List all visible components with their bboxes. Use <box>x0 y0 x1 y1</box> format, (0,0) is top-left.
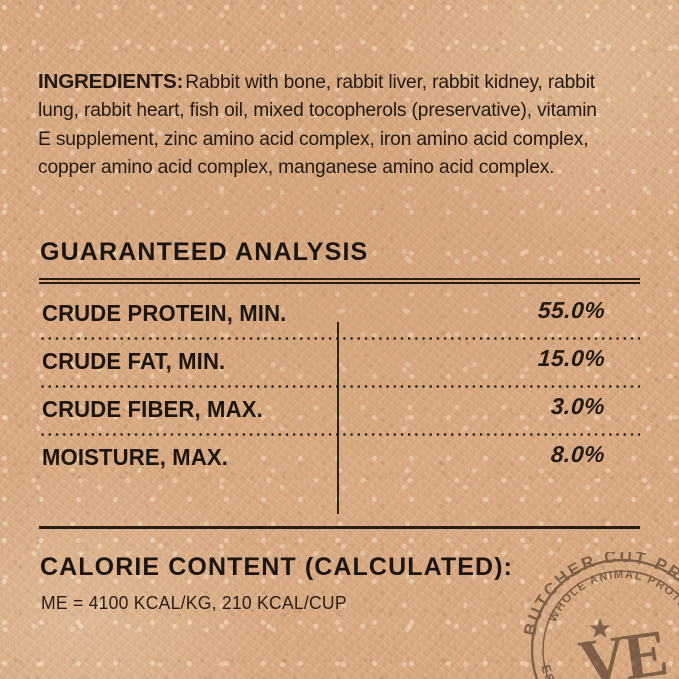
nutrient-label: CRUDE PROTEIN, MIN. <box>42 300 287 326</box>
nutrient-label: CRUDE FAT, MIN. <box>42 348 226 374</box>
ingredients-text: Rabbit with bone, rabbit liver, rabbit k… <box>38 72 597 178</box>
nutrient-value: 55.0% <box>536 297 606 323</box>
nutrient-value: 3.0% <box>550 393 606 419</box>
row-dotted-separator <box>39 337 640 340</box>
guaranteed-analysis-column-divider <box>337 322 339 514</box>
table-row: CRUDE FIBER, MAX. 3.0% <box>39 388 640 436</box>
nutrient-label: MOISTURE, MAX. <box>42 444 229 470</box>
nutrient-label: CRUDE FIBER, MAX. <box>42 396 263 422</box>
guaranteed-analysis-heading: GUARANTEED ANALYSIS <box>40 238 369 266</box>
table-row: CRUDE FAT, MIN. 15.0% <box>39 340 640 388</box>
ingredients-paragraph: INGREDIENTS: Rabbit with bone, rabbit liv… <box>38 68 612 182</box>
row-dotted-separator <box>39 433 640 436</box>
rule-line-upper <box>39 278 640 280</box>
guaranteed-analysis-top-double-rule <box>39 278 640 284</box>
rule-line-lower <box>39 282 640 284</box>
guaranteed-analysis-bottom-rule <box>39 526 640 529</box>
calorie-content-heading: CALORIE CONTENT (CALCULATED): <box>40 553 514 581</box>
row-dotted-separator <box>39 385 640 388</box>
calorie-content-value: ME = 4100 KCAL/KG, 210 KCAL/CUP <box>41 592 347 613</box>
guaranteed-analysis-table: CRUDE PROTEIN, MIN. 55.0% CRUDE FAT, MIN… <box>39 292 640 484</box>
nutrient-value: 8.0% <box>550 441 606 467</box>
table-row: MOISTURE, MAX. 8.0% <box>39 436 640 484</box>
table-row: CRUDE PROTEIN, MIN. 55.0% <box>39 292 640 340</box>
ingredients-heading: INGREDIENTS: <box>38 70 184 94</box>
nutrient-value: 15.0% <box>536 345 606 371</box>
